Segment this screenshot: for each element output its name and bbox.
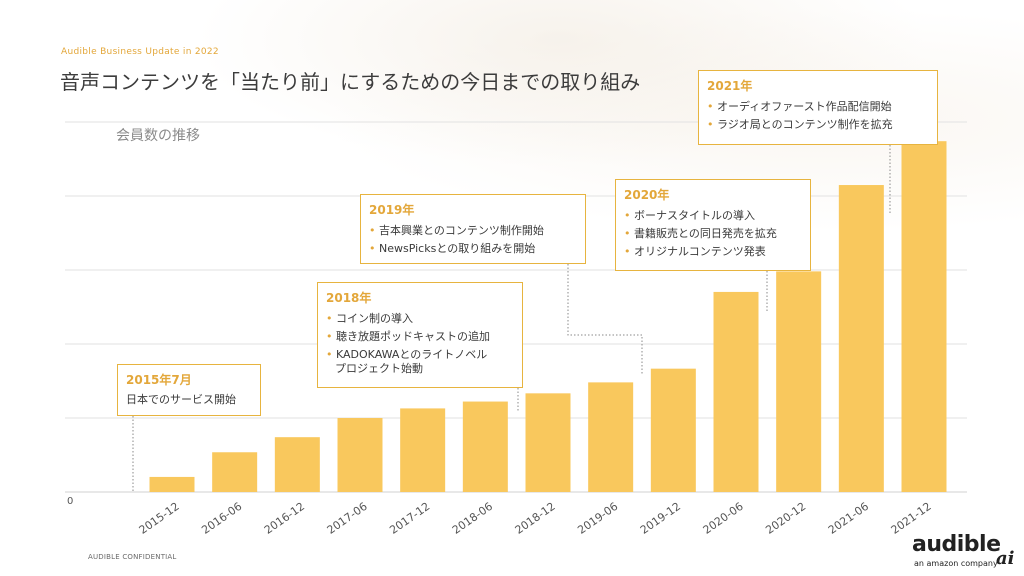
confidential-footer: AUDIBLE CONFIDENTIAL xyxy=(88,553,177,561)
y-zero-label: 0 xyxy=(67,496,74,507)
bar-2021-12 xyxy=(901,141,947,492)
header-tagline: Audible Business Update in 2022 xyxy=(61,47,219,57)
callout-2019-item: NewsPicksとの取り組みを開始 xyxy=(369,240,577,258)
audible-logo: audible an amazon company ai xyxy=(912,532,1016,572)
x-tick-label: 2020-12 xyxy=(763,500,808,537)
callout-2020: 2020年 ボーナスタイトルの導入 書籍販売との同日発売を拡充 オリジナルコンテ… xyxy=(615,179,811,271)
callout-2021: 2021年 オーディオファースト作品配信開始 ラジオ局とのコンテンツ制作を拡充 xyxy=(698,70,938,145)
callout-2021-year: 2021年 xyxy=(707,79,753,93)
callout-2021-item: オーディオファースト作品配信開始 xyxy=(707,98,929,116)
logo-ai-mark: ai xyxy=(996,548,1015,569)
callout-2018: 2018年 コイン制の導入 聴き放題ポッドキャストの追加 KADOKAWAとのラ… xyxy=(317,282,523,388)
bar-2020-12 xyxy=(776,271,822,492)
x-tick-label: 2016-12 xyxy=(262,500,307,537)
x-tick-label: 2017-06 xyxy=(325,500,370,537)
x-tick-label: 2015-12 xyxy=(137,500,182,537)
logo-wordmark: audible xyxy=(912,532,1001,557)
bar-2019-12 xyxy=(650,368,696,492)
callout-2015-item: 日本でのサービス開始 xyxy=(126,393,236,406)
bar-2018-12 xyxy=(525,393,571,492)
bar-2021-06 xyxy=(838,185,884,492)
callout-2018-item: コイン制の導入 xyxy=(326,310,514,328)
callout-2019-year: 2019年 xyxy=(369,203,415,217)
bar-2018-06 xyxy=(462,401,508,492)
x-tick-label: 2020-06 xyxy=(701,500,746,537)
callout-2019: 2019年 吉本興業とのコンテンツ制作開始 NewsPicksとの取り組みを開始 xyxy=(360,194,586,264)
callout-2021-item: ラジオ局とのコンテンツ制作を拡充 xyxy=(707,116,929,134)
callout-2020-item: 書籍販売との同日発売を拡充 xyxy=(624,225,802,243)
page-title: 音声コンテンツを「当たり前」にするための今日までの取り組み xyxy=(60,70,641,94)
chart-subtitle: 会員数の推移 xyxy=(116,128,200,144)
callout-2020-year: 2020年 xyxy=(624,188,670,202)
connector-2019 xyxy=(567,264,643,374)
callout-2018-year: 2018年 xyxy=(326,291,372,305)
x-tick-label: 2018-06 xyxy=(450,500,495,537)
bar-2016-06 xyxy=(212,452,258,492)
callout-2018-item-cont: プロジェクト始動 xyxy=(335,362,423,375)
x-tick-label: 2019-12 xyxy=(638,500,683,537)
callout-2015-year: 2015年7月 xyxy=(126,373,192,387)
bar-2017-12 xyxy=(400,408,446,492)
bar-2020-06 xyxy=(713,291,759,492)
bar-2015-12 xyxy=(149,476,195,492)
bar-2019-06 xyxy=(588,382,634,492)
callout-2020-item: オリジナルコンテンツ発表 xyxy=(624,243,802,261)
bar-2016-12 xyxy=(274,437,320,492)
x-tick-label: 2021-06 xyxy=(826,500,871,537)
callout-2020-item: ボーナスタイトルの導入 xyxy=(624,207,802,225)
x-tick-label: 2019-06 xyxy=(575,500,620,537)
callout-2015: 2015年7月 日本でのサービス開始 xyxy=(117,364,261,416)
callout-2018-item: KADOKAWAとのライトノベル xyxy=(326,346,514,364)
x-tick-label: 2017-12 xyxy=(387,500,432,537)
bar-2017-06 xyxy=(337,418,383,492)
callout-2019-item: 吉本興業とのコンテンツ制作開始 xyxy=(369,222,577,240)
logo-tagline: an amazon company xyxy=(914,559,998,568)
x-tick-label: 2018-12 xyxy=(513,500,558,537)
x-tick-label: 2016-06 xyxy=(199,500,244,537)
callout-2018-item: 聴き放題ポッドキャストの追加 xyxy=(326,328,514,346)
